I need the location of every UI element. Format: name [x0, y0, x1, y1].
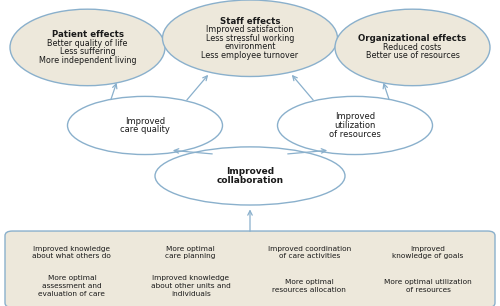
Ellipse shape [68, 96, 222, 155]
Ellipse shape [278, 96, 432, 155]
Ellipse shape [155, 147, 345, 205]
Text: Improved: Improved [125, 117, 165, 126]
Text: utilization: utilization [334, 121, 376, 130]
Text: Improved
knowledge of goals: Improved knowledge of goals [392, 246, 464, 259]
Text: More optimal
care planning: More optimal care planning [166, 246, 216, 259]
Text: More optimal
assessment and
evaluation of care: More optimal assessment and evaluation o… [38, 275, 106, 297]
Text: Less employee turnover: Less employee turnover [202, 51, 298, 60]
FancyBboxPatch shape [5, 231, 495, 306]
Text: Improved knowledge
about other units and
individuals: Improved knowledge about other units and… [151, 275, 230, 297]
Text: Organizational effects: Organizational effects [358, 34, 467, 43]
Text: Improved: Improved [335, 112, 375, 121]
Text: Patient effects: Patient effects [52, 30, 124, 39]
Text: Better use of resources: Better use of resources [366, 51, 460, 61]
Text: collaboration: collaboration [216, 176, 284, 185]
Ellipse shape [10, 9, 165, 86]
Text: Improved coordination
of care activities: Improved coordination of care activities [268, 246, 351, 259]
Text: Less suffering: Less suffering [60, 47, 116, 56]
Text: care quality: care quality [120, 125, 170, 134]
Text: environment: environment [224, 42, 276, 51]
Text: Improved knowledge
about what others do: Improved knowledge about what others do [32, 246, 112, 259]
Ellipse shape [162, 0, 338, 76]
Text: More independent living: More independent living [39, 56, 136, 65]
Text: Reduced costs: Reduced costs [384, 43, 442, 52]
Text: Improved: Improved [226, 166, 274, 176]
Text: More optimal
resources allocation: More optimal resources allocation [272, 279, 346, 293]
Text: Improved satisfaction: Improved satisfaction [206, 25, 294, 34]
Text: Less stressful working: Less stressful working [206, 34, 294, 43]
Text: More optimal utilization
of resources: More optimal utilization of resources [384, 279, 472, 293]
Text: Better quality of life: Better quality of life [48, 39, 128, 48]
Ellipse shape [335, 9, 490, 86]
Text: of resources: of resources [329, 129, 381, 139]
Text: Staff effects: Staff effects [220, 17, 280, 26]
